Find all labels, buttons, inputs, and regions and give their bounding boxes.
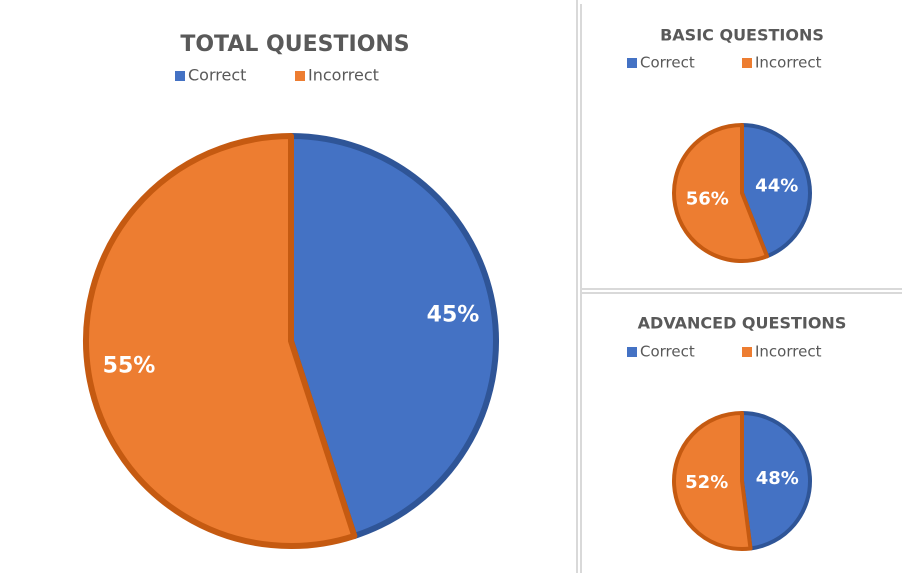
data-label: 45% [427, 302, 480, 327]
legend-swatch [742, 347, 752, 357]
pie-slice [740, 411, 812, 551]
chart-title: TOTAL QUESTIONS [180, 32, 409, 57]
legend-label: Correct [640, 54, 695, 72]
legend-label: Correct [188, 66, 246, 85]
data-label: 55% [103, 354, 156, 379]
legend-label: Correct [640, 343, 695, 361]
data-label: 52% [685, 472, 728, 493]
pie-slice [83, 133, 358, 549]
chart-title: BASIC QUESTIONS [660, 26, 824, 45]
legend-swatch [295, 71, 305, 81]
legend-swatch [742, 58, 752, 68]
legend-swatch [627, 347, 637, 357]
legend-label: Incorrect [755, 54, 822, 72]
data-label: 44% [755, 175, 798, 196]
legend-label: Incorrect [308, 66, 379, 85]
data-label: 48% [756, 468, 799, 489]
legend-swatch [175, 71, 185, 81]
data-label: 56% [686, 189, 729, 210]
pie-slice [288, 133, 499, 539]
pie-slice [672, 411, 753, 551]
legend-swatch [627, 58, 637, 68]
pie-slice [740, 123, 812, 259]
pie-slice [672, 123, 770, 263]
chart-title: ADVANCED QUESTIONS [638, 314, 847, 333]
legend-label: Incorrect [755, 343, 822, 361]
